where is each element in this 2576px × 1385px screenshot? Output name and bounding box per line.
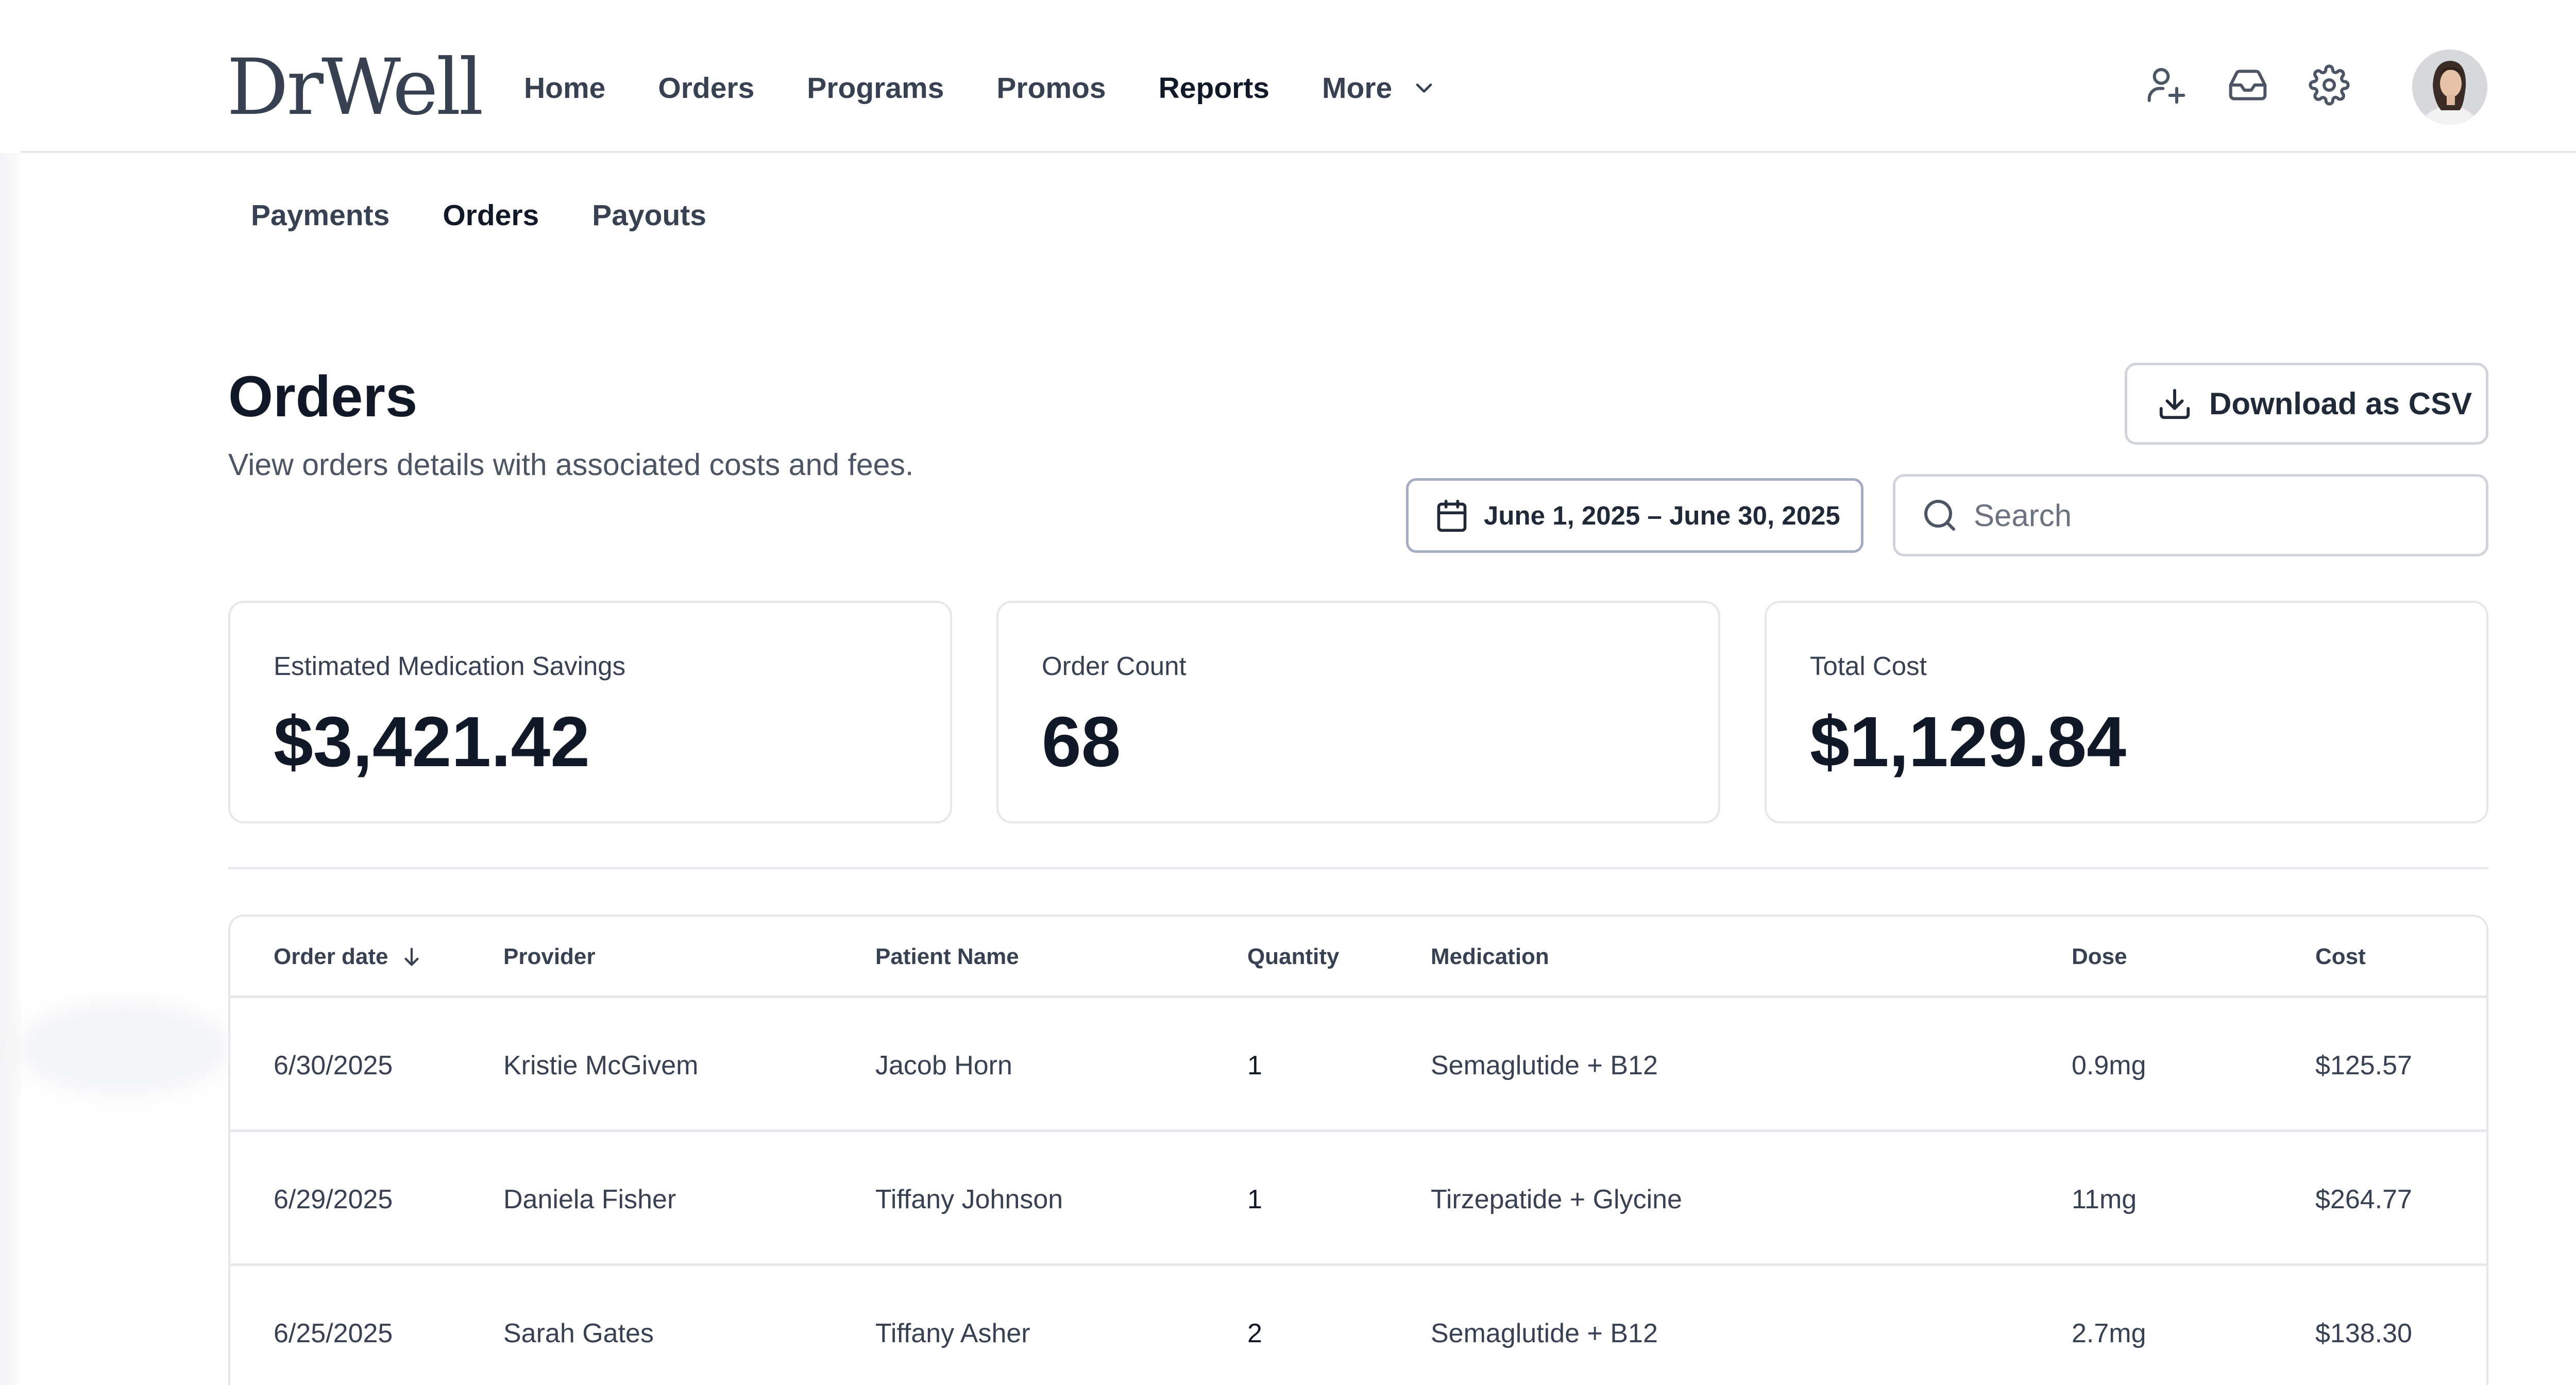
cell-patient-name: Jacob Horn bbox=[875, 1051, 1012, 1080]
cell-order-date: 6/30/2025 bbox=[274, 1051, 393, 1080]
cell-quantity: 1 bbox=[1247, 1051, 1262, 1080]
search-input[interactable] bbox=[1974, 497, 2437, 533]
search-box bbox=[1893, 474, 2488, 556]
table-row[interactable]: 6/30/2025 Kristie McGivem Jacob Horn 1 S… bbox=[230, 998, 2486, 1132]
cell-cost: $138.30 bbox=[2315, 1319, 2412, 1348]
date-range-label: June 1, 2025 – June 30, 2025 bbox=[1484, 501, 1840, 530]
column-header-label: Order date bbox=[274, 944, 388, 969]
cell-cost: $125.57 bbox=[2315, 1051, 2412, 1080]
table-row[interactable]: 6/25/2025 Sarah Gates Tiffany Asher 2 Se… bbox=[230, 1266, 2486, 1385]
column-header-medication[interactable]: Medication bbox=[1431, 944, 1549, 969]
stat-value: $3,421.42 bbox=[274, 702, 590, 782]
nav-item-promos[interactable]: Promos bbox=[996, 72, 1106, 105]
table-row[interactable]: 6/29/2025 Daniela Fisher Tiffany Johnson… bbox=[230, 1132, 2486, 1266]
settings-button[interactable] bbox=[2301, 57, 2358, 113]
stat-label: Total Cost bbox=[1810, 651, 1927, 681]
add-user-icon bbox=[2147, 68, 2185, 104]
cell-cost: $264.77 bbox=[2315, 1185, 2412, 1214]
cell-provider: Sarah Gates bbox=[503, 1319, 654, 1348]
stat-card-total-cost: Total Cost $1,129.84 bbox=[1765, 601, 2488, 823]
stat-card-order-count: Order Count 68 bbox=[996, 601, 1720, 823]
calendar-icon bbox=[1437, 499, 1467, 532]
stat-label: Order Count bbox=[1042, 651, 1187, 681]
nav-item-reports[interactable]: Reports bbox=[1158, 72, 1270, 105]
cell-provider: Kristie McGivem bbox=[503, 1051, 699, 1080]
arrow-down-icon bbox=[404, 948, 419, 966]
nav-item-more[interactable]: More bbox=[1322, 66, 1437, 110]
cell-dose: 11mg bbox=[2072, 1185, 2137, 1214]
tab-payouts[interactable]: Payouts bbox=[592, 199, 706, 232]
cell-dose: 2.7mg bbox=[2072, 1319, 2146, 1348]
stat-value: $1,129.84 bbox=[1810, 702, 2126, 782]
top-navigation-bar bbox=[21, 0, 2576, 153]
reports-subnav: Payments Orders Payouts bbox=[251, 193, 759, 238]
inbox-icon bbox=[2229, 70, 2267, 100]
cell-medication: Semaglutide + B12 bbox=[1431, 1051, 1658, 1080]
cell-medication: Semaglutide + B12 bbox=[1431, 1319, 1658, 1348]
add-user-button[interactable] bbox=[2138, 57, 2195, 113]
chevron-down-icon bbox=[1416, 83, 1432, 93]
inbox-button[interactable] bbox=[2219, 57, 2276, 113]
orders-table: Order date Provider Patient Name Quantit… bbox=[228, 915, 2488, 1385]
download-csv-button[interactable]: Download as CSV bbox=[2125, 363, 2488, 445]
drwell-logo[interactable]: DrWell bbox=[227, 43, 484, 132]
user-avatar[interactable] bbox=[2412, 49, 2487, 125]
nav-item-programs[interactable]: Programs bbox=[807, 72, 944, 105]
column-header-provider[interactable]: Provider bbox=[503, 944, 596, 969]
cell-quantity: 1 bbox=[1247, 1185, 1262, 1214]
cell-patient-name: Tiffany Johnson bbox=[875, 1185, 1063, 1214]
nav-more-label: More bbox=[1322, 72, 1393, 105]
download-csv-label: Download as CSV bbox=[2209, 386, 2472, 421]
tab-orders[interactable]: Orders bbox=[443, 199, 539, 232]
date-range-picker[interactable]: June 1, 2025 – June 30, 2025 bbox=[1406, 478, 1863, 553]
gear-icon bbox=[2309, 64, 2350, 106]
cell-patient-name: Tiffany Asher bbox=[875, 1319, 1030, 1348]
stat-label: Estimated Medication Savings bbox=[274, 651, 626, 681]
column-header-patient-name[interactable]: Patient Name bbox=[875, 944, 1019, 969]
column-header-cost[interactable]: Cost bbox=[2315, 944, 2366, 969]
stat-value: 68 bbox=[1042, 702, 1121, 782]
table-header: Order date Provider Patient Name Quantit… bbox=[230, 917, 2486, 998]
column-header-quantity[interactable]: Quantity bbox=[1247, 944, 1340, 969]
cell-order-date: 6/29/2025 bbox=[274, 1185, 393, 1214]
nav-item-home[interactable]: Home bbox=[524, 72, 606, 105]
section-divider bbox=[228, 867, 2488, 869]
nav-item-orders[interactable]: Orders bbox=[658, 72, 755, 105]
page-subtitle: View orders details with associated cost… bbox=[228, 448, 914, 482]
column-header-order-date[interactable]: Order date bbox=[274, 941, 423, 972]
cell-provider: Daniela Fisher bbox=[503, 1185, 676, 1214]
cell-order-date: 6/25/2025 bbox=[274, 1319, 393, 1348]
stat-card-medication-savings: Estimated Medication Savings $3,421.42 bbox=[228, 601, 952, 823]
page-title: Orders bbox=[228, 364, 418, 429]
user-photo bbox=[2412, 49, 2487, 125]
left-edge-blur bbox=[15, 1000, 232, 1097]
main-nav: Home Orders Programs Promos Reports More bbox=[524, 66, 1490, 110]
search-icon bbox=[1924, 500, 1955, 531]
cell-quantity: 2 bbox=[1247, 1319, 1262, 1348]
cell-medication: Tirzepatide + Glycine bbox=[1431, 1185, 1682, 1214]
left-edge-shade bbox=[0, 153, 21, 1385]
column-header-dose[interactable]: Dose bbox=[2072, 944, 2127, 969]
header-actions bbox=[2138, 57, 2382, 113]
cell-dose: 0.9mg bbox=[2072, 1051, 2146, 1080]
download-icon bbox=[2159, 389, 2190, 419]
tab-payments[interactable]: Payments bbox=[251, 199, 390, 232]
